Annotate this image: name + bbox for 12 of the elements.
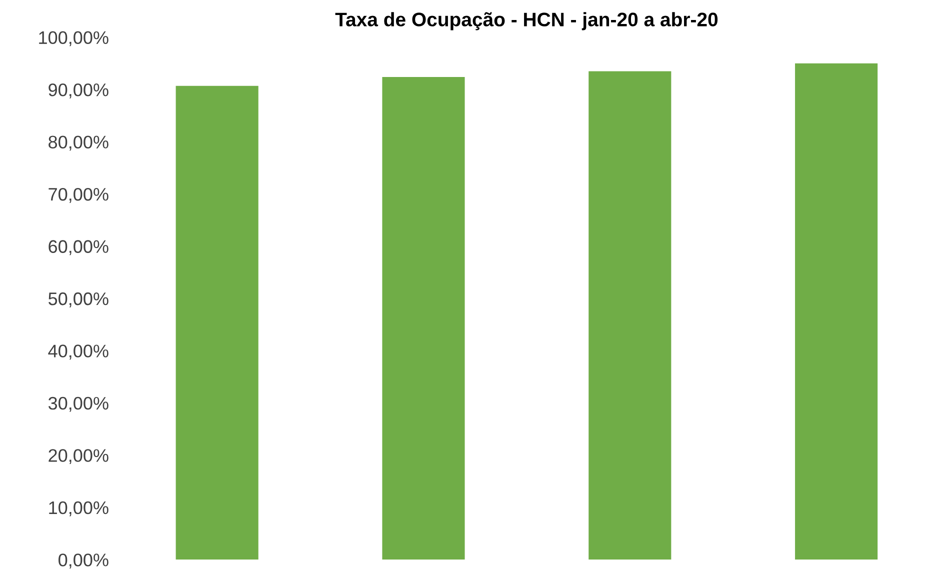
- y-tick-label: 80,00%: [48, 136, 108, 151]
- y-tick-label: 40,00%: [48, 344, 108, 360]
- y-tick-label: 100,00%: [39, 31, 108, 46]
- y-tick-label: 60,00%: [48, 240, 108, 256]
- chart-title: Taxa de Ocupação - HCN - jan-20 a abr-20: [335, 12, 718, 30]
- y-tick-label: 90,00%: [48, 83, 108, 98]
- y-tick-label: 30,00%: [48, 396, 108, 412]
- y-tick-label: 50,00%: [48, 292, 108, 308]
- y-tick-label: 20,00%: [48, 449, 108, 464]
- y-tick-label: 0,00%: [58, 554, 108, 569]
- y-tick-label: 70,00%: [48, 188, 108, 203]
- y-tick-label: 10,00%: [49, 501, 108, 516]
